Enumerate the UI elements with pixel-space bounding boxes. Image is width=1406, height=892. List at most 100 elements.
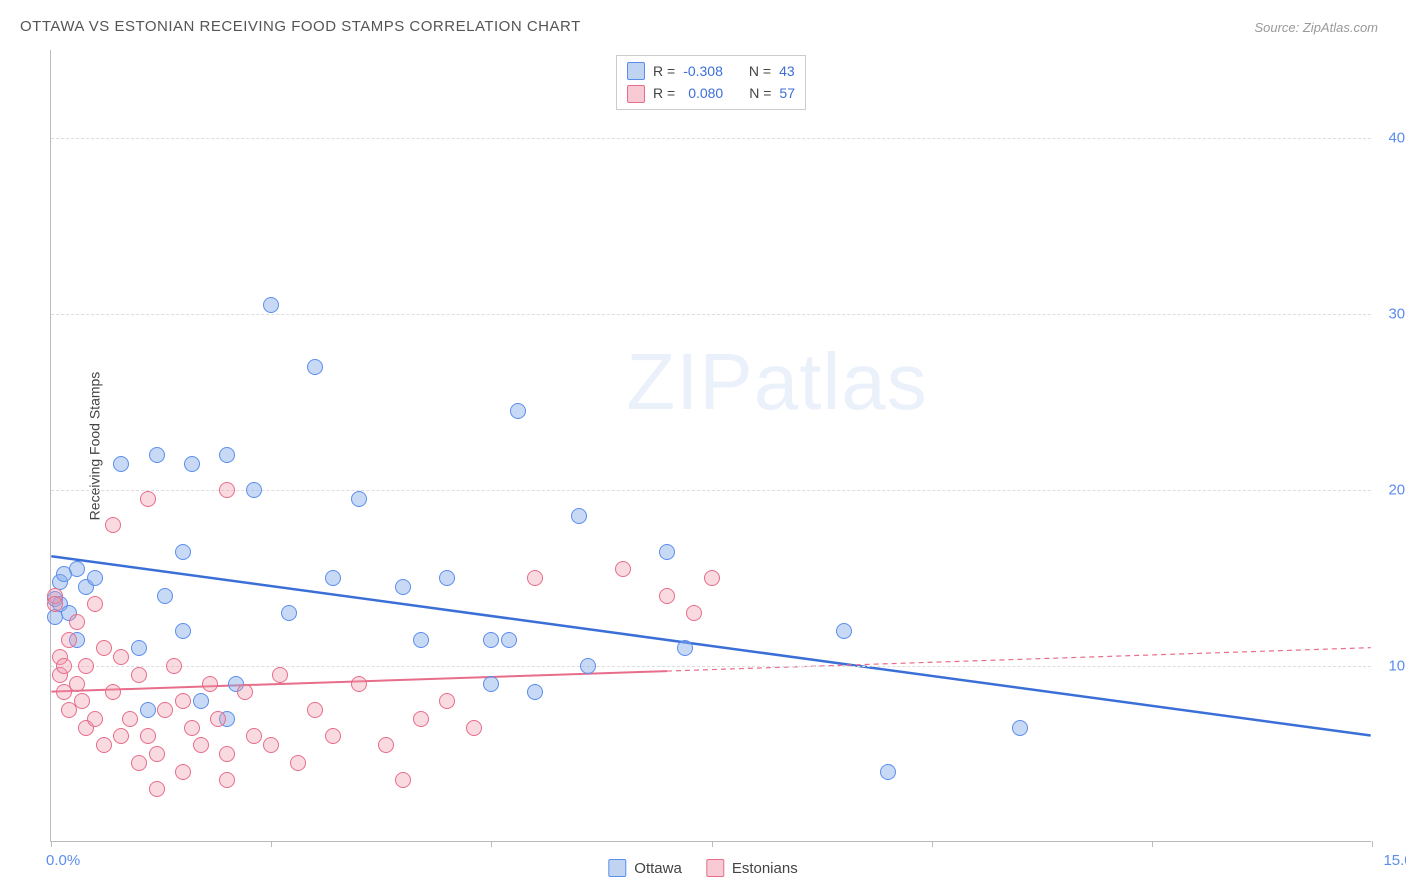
scatter-point-estonians [175, 764, 191, 780]
scatter-point-estonians [78, 658, 94, 674]
scatter-point-ottawa [571, 508, 587, 524]
scatter-point-estonians [157, 702, 173, 718]
scatter-point-estonians [131, 667, 147, 683]
scatter-point-ottawa [157, 588, 173, 604]
n-value-ottawa: 43 [779, 60, 795, 82]
scatter-point-estonians [105, 517, 121, 533]
scatter-point-ottawa [281, 605, 297, 621]
r-value-ottawa: -0.308 [683, 60, 723, 82]
scatter-point-ottawa [659, 544, 675, 560]
scatter-point-estonians [272, 667, 288, 683]
scatter-point-ottawa [677, 640, 693, 656]
scatter-point-estonians [246, 728, 262, 744]
scatter-point-estonians [704, 570, 720, 586]
watermark-atlas: atlas [754, 337, 928, 426]
scatter-point-estonians [131, 755, 147, 771]
scatter-point-estonians [96, 737, 112, 753]
r-label: R = [653, 60, 675, 82]
scatter-point-estonians [193, 737, 209, 753]
scatter-point-ottawa [246, 482, 262, 498]
scatter-point-estonians [69, 676, 85, 692]
scatter-point-estonians [686, 605, 702, 621]
scatter-point-estonians [307, 702, 323, 718]
y-tick-label: 20.0% [1388, 482, 1406, 499]
legend-label-estonians: Estonians [732, 860, 798, 877]
scatter-point-estonians [219, 482, 235, 498]
x-tick [712, 841, 713, 847]
scatter-point-estonians [113, 728, 129, 744]
legend-label-ottawa: Ottawa [634, 860, 682, 877]
scatter-point-estonians [237, 684, 253, 700]
scatter-point-estonians [69, 614, 85, 630]
x-tick-label-left: 0.0% [46, 852, 80, 869]
scatter-point-ottawa [880, 764, 896, 780]
scatter-point-ottawa [510, 403, 526, 419]
scatter-point-estonians [140, 491, 156, 507]
scatter-point-ottawa [836, 623, 852, 639]
scatter-point-estonians [87, 711, 103, 727]
swatch-blue [627, 62, 645, 80]
y-tick-label: 40.0% [1388, 130, 1406, 147]
scatter-point-ottawa [307, 359, 323, 375]
scatter-point-ottawa [325, 570, 341, 586]
scatter-point-estonians [659, 588, 675, 604]
scatter-point-estonians [202, 676, 218, 692]
trendline-estonians-extrapolated [667, 648, 1371, 671]
x-tick [1152, 841, 1153, 847]
r-value-estonians: 0.080 [688, 82, 723, 104]
scatter-point-ottawa [140, 702, 156, 718]
scatter-point-estonians [149, 746, 165, 762]
scatter-point-ottawa [527, 684, 543, 700]
source-citation: Source: ZipAtlas.com [1254, 20, 1378, 35]
scatter-point-estonians [615, 561, 631, 577]
scatter-point-estonians [439, 693, 455, 709]
n-value-estonians: 57 [779, 82, 795, 104]
scatter-point-estonians [219, 772, 235, 788]
watermark: ZIPatlas [626, 336, 927, 428]
scatter-point-estonians [184, 720, 200, 736]
scatter-point-estonians [527, 570, 543, 586]
scatter-point-ottawa [501, 632, 517, 648]
legend-item-ottawa: Ottawa [608, 859, 682, 877]
scatter-point-estonians [47, 596, 63, 612]
scatter-point-ottawa [131, 640, 147, 656]
scatter-point-estonians [140, 728, 156, 744]
scatter-point-ottawa [149, 447, 165, 463]
scatter-point-ottawa [175, 544, 191, 560]
scatter-point-estonians [149, 781, 165, 797]
scatter-point-estonians [395, 772, 411, 788]
scatter-point-estonians [325, 728, 341, 744]
correlation-legend: R = -0.308 N = 43 R = 0.080 N = 57 [616, 55, 806, 110]
scatter-point-estonians [96, 640, 112, 656]
scatter-point-ottawa [395, 579, 411, 595]
scatter-point-estonians [175, 693, 191, 709]
scatter-point-ottawa [193, 693, 209, 709]
x-tick-label-right: 15.0% [1383, 852, 1406, 869]
scatter-point-estonians [122, 711, 138, 727]
x-tick [1372, 841, 1373, 847]
watermark-zip: ZIP [626, 337, 753, 426]
scatter-point-estonians [290, 755, 306, 771]
scatter-point-ottawa [184, 456, 200, 472]
scatter-point-estonians [61, 632, 77, 648]
n-label: N = [749, 82, 771, 104]
swatch-blue [608, 859, 626, 877]
swatch-pink [627, 85, 645, 103]
scatter-point-ottawa [580, 658, 596, 674]
swatch-pink [706, 859, 724, 877]
scatter-point-estonians [56, 658, 72, 674]
x-tick [271, 841, 272, 847]
chart-title: OTTAWA VS ESTONIAN RECEIVING FOOD STAMPS… [20, 18, 581, 35]
scatter-point-ottawa [483, 676, 499, 692]
scatter-point-estonians [113, 649, 129, 665]
series-legend: Ottawa Estonians [608, 859, 797, 877]
scatter-point-ottawa [263, 297, 279, 313]
scatter-point-ottawa [483, 632, 499, 648]
legend-item-estonians: Estonians [706, 859, 798, 877]
scatter-point-estonians [263, 737, 279, 753]
chart-plot-area: ZIPatlas R = -0.308 N = 43 R = 0.080 N =… [50, 50, 1371, 842]
trend-lines [51, 50, 1371, 841]
x-tick [491, 841, 492, 847]
gridline [51, 314, 1371, 315]
scatter-point-estonians [413, 711, 429, 727]
